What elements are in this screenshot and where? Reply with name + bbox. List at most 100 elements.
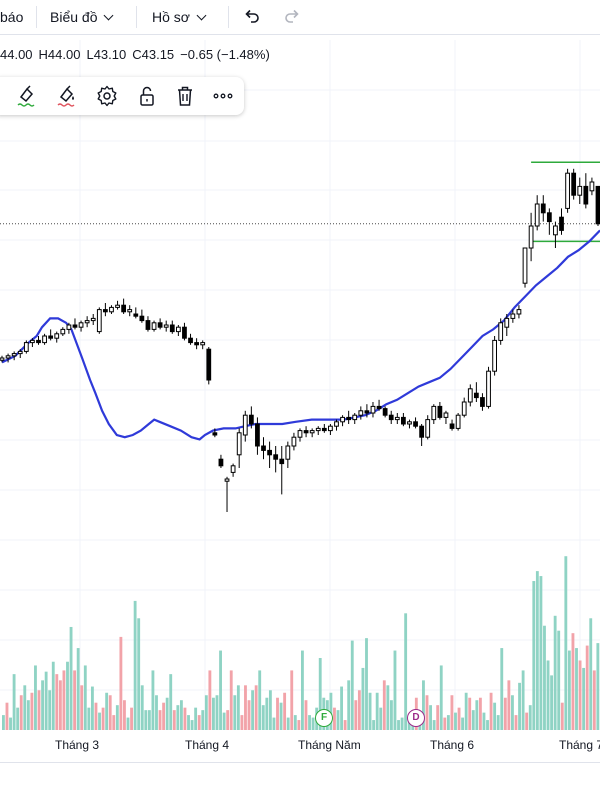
candle: [157, 318, 163, 330]
x-axis-line: [0, 762, 600, 763]
candle: [60, 327, 66, 336]
profile-menu-button[interactable]: Hồ sơ: [152, 0, 207, 34]
event-marker-f[interactable]: F: [315, 709, 333, 727]
volume-bar: [343, 720, 347, 730]
candle-body: [315, 427, 321, 432]
candle-body: [540, 203, 546, 214]
candle: [11, 351, 17, 361]
candle: [309, 428, 315, 438]
candle: [17, 349, 23, 358]
candle-body: [425, 419, 431, 438]
event-marker-d[interactable]: D: [407, 709, 425, 727]
candle-body: [103, 309, 108, 313]
volume-bar: [500, 648, 504, 730]
volume-bar: [233, 695, 237, 730]
candle: [163, 320, 169, 332]
undo-icon[interactable]: [243, 8, 261, 26]
chart-menu-button[interactable]: Biểu đồ: [50, 0, 114, 34]
candle: [346, 410, 352, 424]
volume-bar: [475, 700, 479, 730]
volume-bar: [240, 715, 244, 730]
candle: [109, 305, 114, 314]
candle-body: [261, 445, 266, 451]
candle-body: [169, 324, 175, 333]
volume-bar: [503, 697, 507, 730]
x-tick-label: Tháng Năm: [298, 738, 361, 752]
volume-bar: [340, 686, 344, 730]
candle: [273, 446, 279, 473]
candle-body: [30, 339, 35, 344]
candle-body: [388, 414, 394, 421]
candle-body: [96, 309, 102, 333]
low-value: L43.10: [86, 47, 127, 62]
volume-bar: [535, 571, 539, 730]
candle: [218, 454, 224, 468]
volume-bar: [169, 674, 173, 730]
volume-bar: [222, 712, 226, 730]
candle-body: [133, 313, 139, 317]
volume-bar: [575, 648, 578, 730]
volume-bar: [379, 707, 383, 730]
candle: [492, 336, 497, 376]
volume-bar: [511, 695, 514, 730]
line-color-icon[interactable]: [14, 83, 40, 109]
candle: [291, 432, 297, 451]
volume-bar: [101, 707, 105, 730]
volume-bar: [16, 707, 20, 730]
candle: [212, 428, 218, 438]
candle: [72, 318, 78, 330]
unlock-icon[interactable]: [134, 83, 160, 109]
volume-bar: [151, 670, 155, 730]
volume-bar: [261, 705, 265, 730]
candle: [328, 424, 333, 435]
settings-icon[interactable]: [94, 83, 120, 109]
volume-bar: [94, 702, 98, 730]
candle: [285, 441, 291, 468]
candle: [425, 415, 431, 440]
candle: [577, 177, 583, 204]
volume-bars: [2, 556, 600, 730]
volume-bar: [55, 674, 59, 730]
trash-icon[interactable]: [172, 83, 198, 109]
candle-body: [218, 458, 224, 467]
more-icon[interactable]: [210, 83, 236, 109]
candle: [182, 322, 187, 341]
volume-bar: [308, 715, 311, 730]
volume-bar: [130, 707, 133, 730]
candle-body: [297, 430, 303, 438]
volume-bar: [393, 650, 397, 730]
candle-body: [90, 317, 96, 322]
candle-body: [352, 414, 358, 421]
x-tick-label: Tháng 6: [430, 738, 475, 752]
price-chart[interactable]: [0, 36, 600, 766]
volume-bar: [229, 670, 233, 730]
volume-bar: [293, 715, 297, 730]
candle-body: [285, 445, 291, 460]
volume-bar: [311, 717, 315, 730]
candle-body: [236, 432, 242, 456]
candle: [382, 406, 388, 418]
volume-bar: [80, 685, 84, 730]
volume-bar: [439, 665, 443, 730]
candle-body: [577, 185, 583, 196]
chevron-down-icon: [104, 10, 114, 21]
volume-bar: [190, 720, 194, 730]
divider: [36, 6, 37, 28]
candle-body: [595, 185, 600, 225]
volume-bar: [333, 707, 336, 730]
candle-body: [407, 421, 412, 425]
candle: [242, 410, 248, 442]
candle-body: [48, 335, 54, 339]
alerts-menu[interactable]: báo: [0, 9, 24, 25]
candle-body: [480, 397, 485, 407]
volume-bar: [69, 626, 73, 730]
candle: [261, 437, 266, 460]
volume-bar: [212, 697, 215, 730]
candle-body: [443, 412, 449, 418]
redo-icon[interactable]: [283, 8, 301, 26]
fill-color-icon[interactable]: [54, 83, 80, 109]
candle-body: [394, 416, 400, 421]
volume-bar: [183, 707, 187, 730]
candle-body: [66, 324, 72, 330]
volume-bar: [361, 667, 365, 730]
